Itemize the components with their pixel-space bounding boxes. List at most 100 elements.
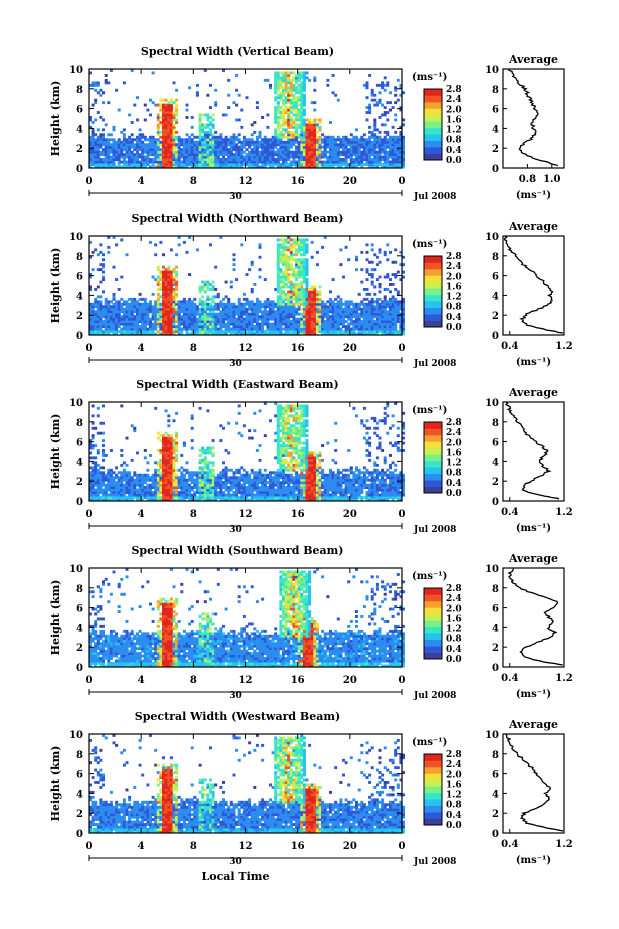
heatmap-cell (329, 153, 332, 157)
heatmap-cell (391, 322, 395, 326)
heatmap-cell (216, 312, 220, 316)
heatmap-cell (300, 135, 304, 139)
heatmap-cell (203, 148, 207, 152)
heatmap-cell (154, 322, 158, 326)
heatmap-cell (237, 332, 241, 336)
heatmap-cell (297, 238, 301, 242)
heatmap-cell (156, 265, 160, 269)
heatmap-cell (261, 315, 265, 319)
heatmap-cell (125, 483, 129, 487)
heatmap-cell (297, 143, 301, 147)
colorbar-segment (424, 288, 442, 296)
heatmap-cell (292, 312, 296, 316)
heatmap-cell (198, 153, 202, 157)
heatmap-cell (375, 158, 379, 161)
colorbar-tick-label: 2.4 (446, 262, 462, 272)
heatmap-cell (292, 315, 296, 319)
heatmap-cell (386, 138, 390, 142)
heatmap-cell (389, 165, 392, 169)
heatmap-cell (297, 140, 301, 144)
heatmap-cell (185, 317, 189, 321)
heatmap-cell (219, 330, 223, 333)
heatmap-cell (195, 163, 199, 166)
heatmap-cell (292, 76, 296, 80)
heatmap-cell (203, 302, 207, 306)
heatmap-cell (269, 145, 272, 149)
heatmap-cell (154, 165, 158, 169)
heatmap-cell (89, 315, 92, 319)
heatmap-cell (182, 160, 186, 164)
heatmap-cell (175, 446, 179, 450)
heatmap-cell (216, 292, 220, 296)
heatmap-cell (159, 458, 163, 462)
heatmap-cell (96, 312, 100, 316)
heatmap-cell (334, 148, 338, 152)
heatmap-cell (146, 145, 150, 149)
heatmap-cell (112, 158, 116, 161)
heatmap-cell (305, 145, 309, 149)
x-tick-label: 4 (138, 176, 145, 187)
heatmap-cell (209, 153, 212, 157)
heatmap-cell (99, 483, 103, 487)
heatmap-cell (141, 322, 145, 326)
heatmap-cell (292, 93, 296, 97)
heatmap-cell (112, 315, 116, 319)
heatmap-cell (284, 108, 288, 112)
heatmap-cell (130, 140, 134, 144)
heatmap-cell (321, 165, 325, 169)
heatmap-cell (224, 332, 228, 336)
heatmap-cell (190, 153, 194, 157)
heatmap-cell (349, 138, 353, 142)
heatmap-cell (313, 317, 317, 321)
heatmap-cell (365, 278, 369, 281)
heatmap-cell (133, 493, 137, 497)
heatmap-cell (182, 315, 186, 319)
heatmap-cell (141, 330, 145, 333)
heatmap-cell (211, 148, 215, 152)
heatmap-cell (248, 268, 252, 272)
heatmap-cell (91, 135, 95, 139)
heatmap-cell (169, 471, 173, 475)
heatmap-cell (138, 473, 142, 477)
heatmap-cell (391, 106, 395, 109)
heatmap-cell (117, 143, 121, 147)
heatmap-cell (235, 322, 239, 326)
heatmap-cell (383, 138, 387, 142)
heatmap-cell (308, 332, 312, 336)
heatmap-cell (297, 330, 301, 333)
heatmap-cell (386, 302, 390, 306)
colorbar-segment (424, 294, 442, 302)
heatmap-cell (162, 439, 165, 442)
heatmap-cell (365, 322, 369, 326)
heatmap-cell (378, 290, 382, 294)
heatmap-cell (300, 243, 304, 247)
heatmap-cell (375, 320, 379, 323)
heatmap-cell (391, 283, 395, 286)
heatmap-cell (117, 305, 121, 309)
heatmap-cell (216, 135, 220, 139)
heatmap-cell (180, 143, 184, 147)
heatmap-cell (143, 478, 147, 482)
heatmap-cell (295, 317, 299, 321)
heatmap-cell (162, 138, 165, 142)
heatmap-cell (209, 160, 212, 164)
heatmap-cell (305, 278, 309, 281)
heatmap-cell (169, 101, 173, 105)
heatmap-cell (305, 158, 309, 161)
heatmap-cell (344, 138, 348, 142)
heatmap-cell (287, 305, 291, 309)
heatmap-cell (109, 493, 113, 497)
heatmap-cell (122, 320, 126, 323)
heatmap-cell (276, 315, 280, 319)
heatmap-cell (253, 327, 257, 331)
heatmap-cell (209, 297, 212, 301)
heatmap-cell (308, 317, 312, 321)
heatmap-cell (287, 255, 291, 259)
heatmap-cell (136, 325, 139, 328)
heatmap-cell (271, 330, 275, 333)
heatmap-cell (300, 302, 304, 306)
heatmap-cell (261, 330, 265, 333)
heatmap-cell (89, 158, 92, 161)
colorbar-segment (424, 262, 442, 270)
heatmap-cell (209, 332, 212, 336)
